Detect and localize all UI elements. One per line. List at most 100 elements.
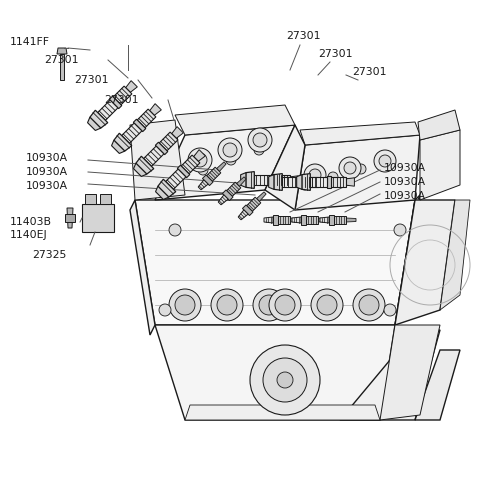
Polygon shape <box>238 210 248 220</box>
Polygon shape <box>193 150 205 161</box>
Polygon shape <box>240 173 246 187</box>
Polygon shape <box>133 119 146 132</box>
Polygon shape <box>158 179 176 197</box>
Circle shape <box>263 358 307 402</box>
Circle shape <box>379 155 391 167</box>
Polygon shape <box>126 81 137 92</box>
Polygon shape <box>181 155 200 174</box>
Polygon shape <box>334 216 346 224</box>
Polygon shape <box>97 100 118 120</box>
Polygon shape <box>318 178 326 186</box>
Polygon shape <box>282 177 299 187</box>
Circle shape <box>317 295 337 315</box>
Polygon shape <box>156 142 168 155</box>
Polygon shape <box>177 165 190 178</box>
Polygon shape <box>90 110 108 128</box>
Text: 1140EJ: 1140EJ <box>10 230 48 240</box>
Polygon shape <box>290 218 300 222</box>
Polygon shape <box>346 218 356 222</box>
Circle shape <box>248 128 272 152</box>
Circle shape <box>328 172 338 182</box>
Circle shape <box>253 133 267 147</box>
Polygon shape <box>297 175 302 189</box>
Polygon shape <box>155 325 395 420</box>
Circle shape <box>359 295 379 315</box>
Circle shape <box>275 295 295 315</box>
Polygon shape <box>227 182 241 196</box>
Polygon shape <box>331 177 346 187</box>
Polygon shape <box>301 215 306 225</box>
Circle shape <box>353 289 385 321</box>
Polygon shape <box>114 133 132 151</box>
Text: 11403B: 11403B <box>10 217 52 227</box>
Circle shape <box>226 155 236 165</box>
Polygon shape <box>320 217 329 223</box>
Polygon shape <box>65 214 75 222</box>
Polygon shape <box>303 177 318 187</box>
Text: 27301: 27301 <box>74 75 108 85</box>
Polygon shape <box>67 208 73 228</box>
Polygon shape <box>150 104 161 115</box>
Circle shape <box>384 304 396 316</box>
Circle shape <box>339 157 361 179</box>
Polygon shape <box>136 156 154 174</box>
Circle shape <box>169 224 181 236</box>
Polygon shape <box>395 195 420 325</box>
Polygon shape <box>207 167 221 181</box>
Circle shape <box>384 156 394 166</box>
Polygon shape <box>254 175 271 185</box>
Polygon shape <box>271 174 276 186</box>
Text: 27301: 27301 <box>286 31 321 41</box>
Polygon shape <box>87 117 101 131</box>
Polygon shape <box>292 217 301 223</box>
Text: 10930A: 10930A <box>26 153 68 163</box>
Circle shape <box>188 148 212 172</box>
Text: 27301: 27301 <box>352 67 386 77</box>
Circle shape <box>254 145 264 155</box>
Polygon shape <box>415 350 460 420</box>
Polygon shape <box>237 177 246 186</box>
Circle shape <box>223 143 237 157</box>
Circle shape <box>394 224 406 236</box>
Circle shape <box>170 175 180 185</box>
Polygon shape <box>133 163 147 177</box>
Polygon shape <box>166 169 186 189</box>
Circle shape <box>159 304 171 316</box>
Polygon shape <box>130 200 155 335</box>
Text: 10930A: 10930A <box>384 163 426 173</box>
Circle shape <box>311 289 343 321</box>
Circle shape <box>211 289 243 321</box>
Circle shape <box>193 153 207 167</box>
Polygon shape <box>269 175 274 189</box>
Circle shape <box>304 164 326 186</box>
Polygon shape <box>172 127 183 138</box>
Polygon shape <box>299 176 303 188</box>
Circle shape <box>374 150 396 172</box>
Polygon shape <box>346 178 354 186</box>
Polygon shape <box>242 205 253 216</box>
Polygon shape <box>278 216 290 224</box>
Polygon shape <box>274 174 282 191</box>
Polygon shape <box>327 176 331 188</box>
Polygon shape <box>218 195 228 205</box>
Polygon shape <box>302 174 310 191</box>
Polygon shape <box>306 216 318 224</box>
Polygon shape <box>310 177 327 187</box>
Polygon shape <box>420 130 460 200</box>
Polygon shape <box>300 122 420 145</box>
Polygon shape <box>257 192 266 202</box>
Polygon shape <box>440 200 470 310</box>
Polygon shape <box>159 132 178 151</box>
Text: 10930A: 10930A <box>26 181 68 191</box>
Text: 27325: 27325 <box>32 250 66 260</box>
Polygon shape <box>380 325 440 420</box>
Circle shape <box>309 169 321 181</box>
Circle shape <box>356 164 366 174</box>
Polygon shape <box>295 135 420 210</box>
Polygon shape <box>216 162 226 171</box>
Polygon shape <box>130 120 185 200</box>
Polygon shape <box>329 215 334 225</box>
Polygon shape <box>109 96 122 108</box>
Circle shape <box>175 295 195 315</box>
Polygon shape <box>395 200 455 325</box>
